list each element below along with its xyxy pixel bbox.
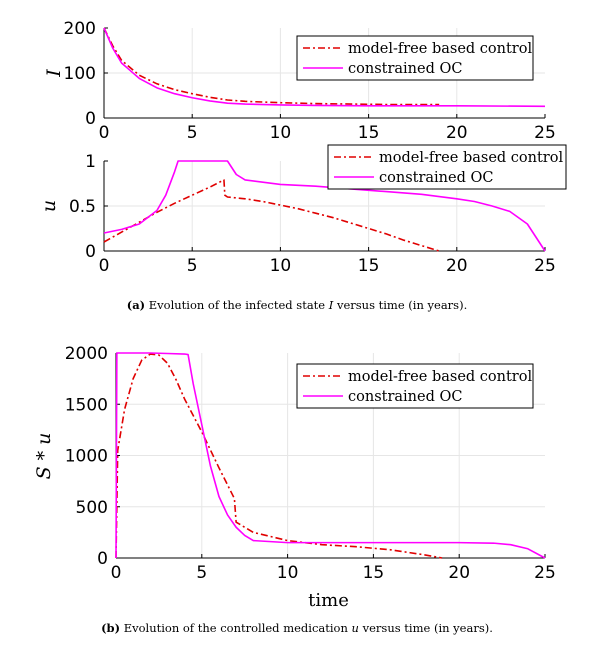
- caption-a: (a) Evolution of the infected state I ve…: [0, 298, 594, 312]
- y-tick-label-3: 1500: [65, 395, 108, 415]
- y-tick-label-4: 2000: [65, 344, 108, 364]
- caption-b-tag: (b): [101, 621, 121, 635]
- caption-b: (b) Evolution of the controlled medicati…: [0, 621, 594, 635]
- caption-a-tag: (a): [126, 298, 146, 312]
- y-tick-label-2: 1: [85, 152, 96, 172]
- legend: model-free based control constrained OC: [296, 363, 534, 409]
- series-line-0: [103, 179, 440, 252]
- x-tick-label-0: 0: [99, 256, 110, 276]
- legend: model-free based control constrained OC: [296, 35, 534, 81]
- legend-label-1: constrained OC: [379, 170, 493, 186]
- x-tick-label-5: 25: [534, 123, 556, 143]
- x-tick-label-1: 5: [187, 256, 198, 276]
- legend-label-1: constrained OC: [348, 389, 462, 405]
- x-tick-label-2: 10: [270, 123, 292, 143]
- y-tick-label-1: 500: [76, 498, 108, 518]
- y-tick-label-0: 0: [85, 109, 96, 129]
- x-tick-label-1: 5: [187, 123, 198, 143]
- series-line-0: [103, 27, 440, 106]
- x-tick-label-3: 15: [358, 256, 380, 276]
- x-tick-label-2: 10: [270, 256, 292, 276]
- legend-label-0: model-free based control: [379, 150, 563, 166]
- x-tick-label-4: 20: [448, 563, 470, 583]
- y-axis-label: I: [43, 69, 65, 78]
- x-tick-label-0: 0: [99, 123, 110, 143]
- legend-label-0: model-free based control: [348, 41, 532, 57]
- x-tick-label-4: 20: [446, 256, 468, 276]
- legend-box: [296, 35, 534, 81]
- caption-b-symbol: u: [351, 621, 359, 635]
- x-tick-label-2: 10: [277, 563, 299, 583]
- x-axis-label: time: [308, 590, 349, 611]
- x-tick-label-1: 5: [196, 563, 207, 583]
- caption-a-symbol: I: [328, 298, 334, 312]
- caption-a-text-after: versus time (in years).: [333, 298, 468, 312]
- panel-controlled-medication: 0 5 10 15 20 25 0 500 1000 1500 2000 S * u time model…: [33, 344, 556, 611]
- y-tick-label-1: 100: [64, 64, 96, 84]
- y-tick-label-0: 0: [85, 242, 96, 262]
- legend-label-0: model-free based control: [348, 369, 532, 385]
- panel-control-u: 0 5 10 15 20 25 0 0.5 1 u model-free based control…: [38, 144, 567, 276]
- x-tick-label-3: 15: [358, 123, 380, 143]
- x-tick-label-3: 15: [363, 563, 385, 583]
- x-tick-label-5: 25: [534, 256, 556, 276]
- y-tick-label-0: 0: [97, 549, 108, 569]
- y-axis-label: u: [38, 200, 60, 212]
- legend-box: [296, 363, 534, 409]
- x-tick-label-5: 25: [534, 563, 556, 583]
- x-tick-label-0: 0: [111, 563, 122, 583]
- y-tick-label-2: 1000: [65, 447, 108, 467]
- legend: model-free based control constrained OC: [327, 144, 567, 190]
- y-tick-label-2: 200: [64, 19, 96, 39]
- series-line-1: [103, 160, 546, 252]
- caption-b-text-after: versus time (in years).: [358, 621, 493, 635]
- y-tick-label-1: 0.5: [69, 197, 96, 217]
- x-tick-label-4: 20: [446, 123, 468, 143]
- legend-box: [327, 144, 567, 190]
- series-line-1: [115, 352, 546, 559]
- legend-label-1: constrained OC: [348, 61, 462, 77]
- y-axis-label: S * u: [33, 433, 55, 480]
- series-line-1: [103, 27, 546, 108]
- caption-b-text-before: Evolution of the controlled medication: [123, 621, 352, 635]
- caption-a-text-before: Evolution of the infected state: [148, 298, 329, 312]
